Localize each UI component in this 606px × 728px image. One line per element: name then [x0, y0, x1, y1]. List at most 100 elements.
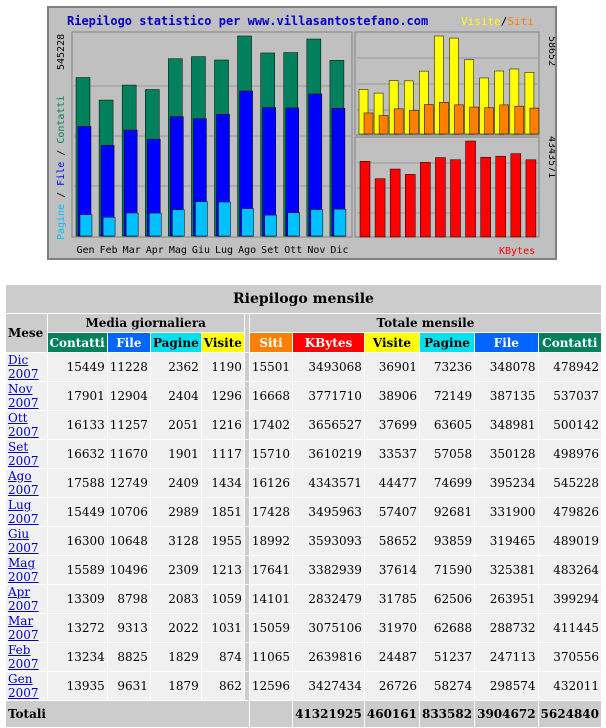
x-tick-label: Nov	[307, 245, 325, 256]
totals-file: 3904672	[475, 701, 538, 727]
bar-kbytes	[525, 159, 537, 238]
y-label-file: File	[56, 162, 67, 186]
bar-siti	[409, 110, 419, 135]
column-separator	[244, 314, 249, 352]
kbytes-plot-area	[354, 136, 540, 238]
cell-total-pagine: 58274	[419, 672, 475, 700]
bar-visite	[479, 77, 489, 135]
cell-visite: 1851	[201, 498, 244, 526]
cell-total-pagine: 63605	[419, 411, 475, 439]
month-cell: Mar 2007	[6, 614, 47, 642]
cell-total-contatti: 545228	[538, 469, 601, 497]
bar-siti	[514, 105, 525, 135]
column-separator	[244, 469, 249, 497]
table-row: Giu 2007 16300 10648 3128 1955 18992 3593093 58…	[6, 527, 601, 555]
y-left-max-label: 545228	[56, 34, 67, 70]
month-link[interactable]: Mar 2007	[8, 614, 39, 642]
x-tick-label: Ago	[238, 245, 256, 256]
table-row: Apr 2007 13309 8798 2083 1059 14101 2832479 317…	[6, 585, 601, 613]
chart-title: Riepilogo statistico per www.villasantos…	[67, 14, 428, 28]
cell-total-pagine: 51237	[419, 643, 475, 671]
month-link[interactable]: Gen 2007	[8, 672, 39, 700]
cell-file: 9313	[107, 614, 150, 642]
bar-siti	[454, 104, 464, 135]
month-cell: Lug 2007	[6, 498, 47, 526]
col-header-visite: Visite	[201, 333, 244, 352]
table-body: Dic 2007 15449 11228 2362 1190 15501 3493068 36…	[6, 353, 601, 700]
cell-visite: 1213	[201, 556, 244, 584]
cell-siti: 11065	[249, 643, 293, 671]
cell-total-file: 263951	[475, 585, 538, 613]
cell-total-file: 247113	[475, 643, 538, 671]
x-tick-label: Apr	[146, 245, 164, 256]
bar-visite	[419, 70, 429, 135]
cell-siti: 16126	[249, 469, 293, 497]
cell-contatti: 15449	[47, 353, 107, 381]
month-link[interactable]: Ago 2007	[8, 469, 39, 497]
month-link[interactable]: Apr 2007	[8, 585, 39, 613]
cell-pagine: 2051	[150, 411, 201, 439]
cell-total-contatti: 498976	[538, 440, 601, 468]
bar-siti	[439, 102, 449, 135]
month-link[interactable]: Giu 2007	[8, 527, 39, 555]
bar-siti	[363, 112, 374, 135]
table-row: Ago 2007 17588 12749 2409 1434 16126 4343571 44…	[6, 469, 601, 497]
table-row: Dic 2007 15449 11228 2362 1190 15501 3493068 36…	[6, 353, 601, 381]
cell-total-file: 350128	[475, 440, 538, 468]
column-separator	[244, 614, 249, 642]
bar-pagine	[195, 201, 208, 237]
y-left-series-label: Pagine / File / Contatti	[56, 95, 67, 240]
cell-total-pagine: 62688	[419, 614, 475, 642]
cell-total-visite: 57407	[364, 498, 419, 526]
cell-file: 8825	[107, 643, 150, 671]
cell-visite: 874	[201, 643, 244, 671]
month-cell: Set 2007	[6, 440, 47, 468]
cell-file: 10648	[107, 527, 150, 555]
y-label-contatti: Contatti	[56, 95, 67, 143]
bar-pagine	[287, 212, 300, 237]
month-link[interactable]: Ott 2007	[8, 411, 39, 439]
x-tick-label: Dic	[330, 245, 348, 256]
bar-visite	[404, 80, 414, 135]
cell-siti: 17402	[249, 411, 293, 439]
bar-pagine	[172, 209, 185, 237]
totals-row: Totali 41321925 460161 833582 3904672 56…	[6, 701, 601, 727]
cell-siti: 15501	[249, 353, 293, 381]
bar-kbytes	[495, 155, 506, 238]
cell-total-visite: 37699	[364, 411, 419, 439]
cell-total-contatti: 399294	[538, 585, 601, 613]
cell-kbytes: 3495963	[293, 498, 364, 526]
cell-contatti: 17588	[47, 469, 107, 497]
cell-contatti: 17901	[47, 382, 107, 410]
totals-kbytes: 41321925	[293, 701, 364, 727]
cell-contatti: 13272	[47, 614, 107, 642]
month-link[interactable]: Nov 2007	[8, 382, 39, 410]
col-header-contatti: Contatti	[47, 333, 107, 352]
month-link[interactable]: Feb 2007	[8, 643, 39, 671]
bar-kbytes	[450, 159, 461, 238]
bar-visite	[358, 89, 369, 135]
bar-kbytes	[510, 153, 522, 238]
bar-siti	[393, 108, 404, 135]
cell-total-file: 387135	[475, 382, 538, 410]
month-link[interactable]: Dic 2007	[8, 353, 39, 381]
x-tick-label: Giu	[192, 245, 210, 256]
cell-total-file: 331900	[475, 498, 538, 526]
cell-contatti: 13234	[47, 643, 107, 671]
col-header-total-pagine: Pagine	[419, 333, 475, 352]
cell-pagine: 1901	[150, 440, 201, 468]
bar-pagine	[310, 209, 324, 237]
month-cell: Giu 2007	[6, 527, 47, 555]
bar-kbytes	[389, 168, 401, 238]
cell-visite: 1190	[201, 353, 244, 381]
month-link[interactable]: Mag 2007	[8, 556, 39, 584]
cell-total-contatti: 537037	[538, 382, 601, 410]
cell-total-contatti: 370556	[538, 643, 601, 671]
month-link[interactable]: Set 2007	[8, 440, 39, 468]
cell-contatti: 13935	[47, 672, 107, 700]
main-gridlines	[74, 85, 351, 187]
month-link[interactable]: Lug 2007	[8, 498, 39, 526]
cell-siti: 16668	[249, 382, 293, 410]
cell-total-pagine: 92681	[419, 498, 475, 526]
cell-kbytes: 3610219	[293, 440, 364, 468]
